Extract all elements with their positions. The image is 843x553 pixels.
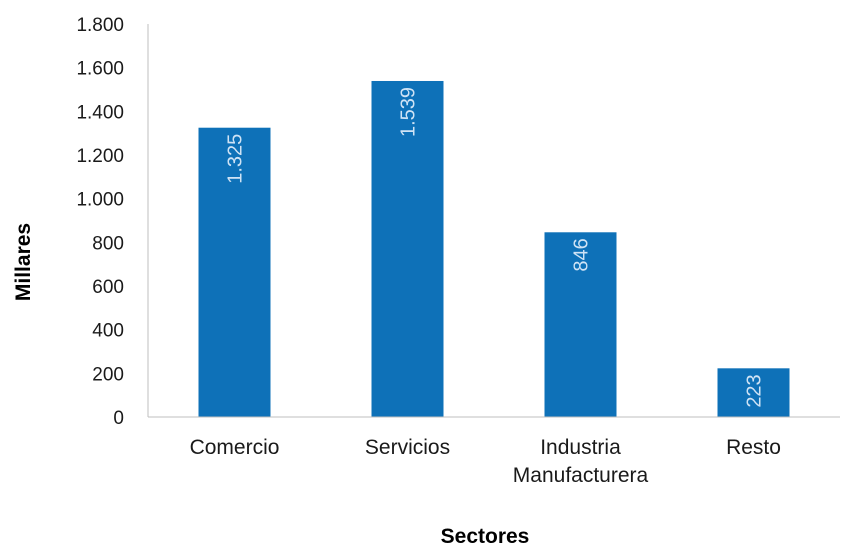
y-tick-label: 1.600 xyxy=(76,59,124,80)
y-axis-title: Millares xyxy=(12,223,35,301)
y-tick-label: 400 xyxy=(92,321,124,342)
y-tick-label: 1.800 xyxy=(76,15,124,36)
x-category-label: Comercio xyxy=(190,436,280,459)
bar xyxy=(198,127,271,417)
bars xyxy=(198,80,790,418)
x-category-label: Resto xyxy=(726,436,781,459)
y-tick-label: 0 xyxy=(113,408,124,429)
y-tick-labels: 0 200 400 600 800 1.000 1.200 1.400 1.600 1.800 xyxy=(76,15,124,429)
bar xyxy=(371,80,444,418)
x-axis-title: Sectores xyxy=(441,525,530,548)
y-tick-label: 1.000 xyxy=(76,190,124,211)
y-tick-label: 600 xyxy=(92,277,124,298)
x-category-label: Industria Manufacturera xyxy=(513,436,649,487)
bar xyxy=(717,368,790,417)
data-label: 1.325 xyxy=(225,134,247,184)
y-tick-label: 1.400 xyxy=(76,102,124,123)
data-label: 1.539 xyxy=(398,87,420,137)
data-labels: 1.325 1.539 846 223 xyxy=(225,87,766,408)
data-label: 223 xyxy=(744,374,766,407)
y-tick-label: 800 xyxy=(92,233,124,254)
x-category-labels: Comercio Servicios Industria Manufacturera R… xyxy=(190,436,781,487)
data-label: 846 xyxy=(571,238,593,271)
x-category-label: Servicios xyxy=(365,436,450,459)
y-tick-label: 200 xyxy=(92,364,124,385)
bar xyxy=(544,232,617,417)
y-tick-label: 1.200 xyxy=(76,146,124,167)
